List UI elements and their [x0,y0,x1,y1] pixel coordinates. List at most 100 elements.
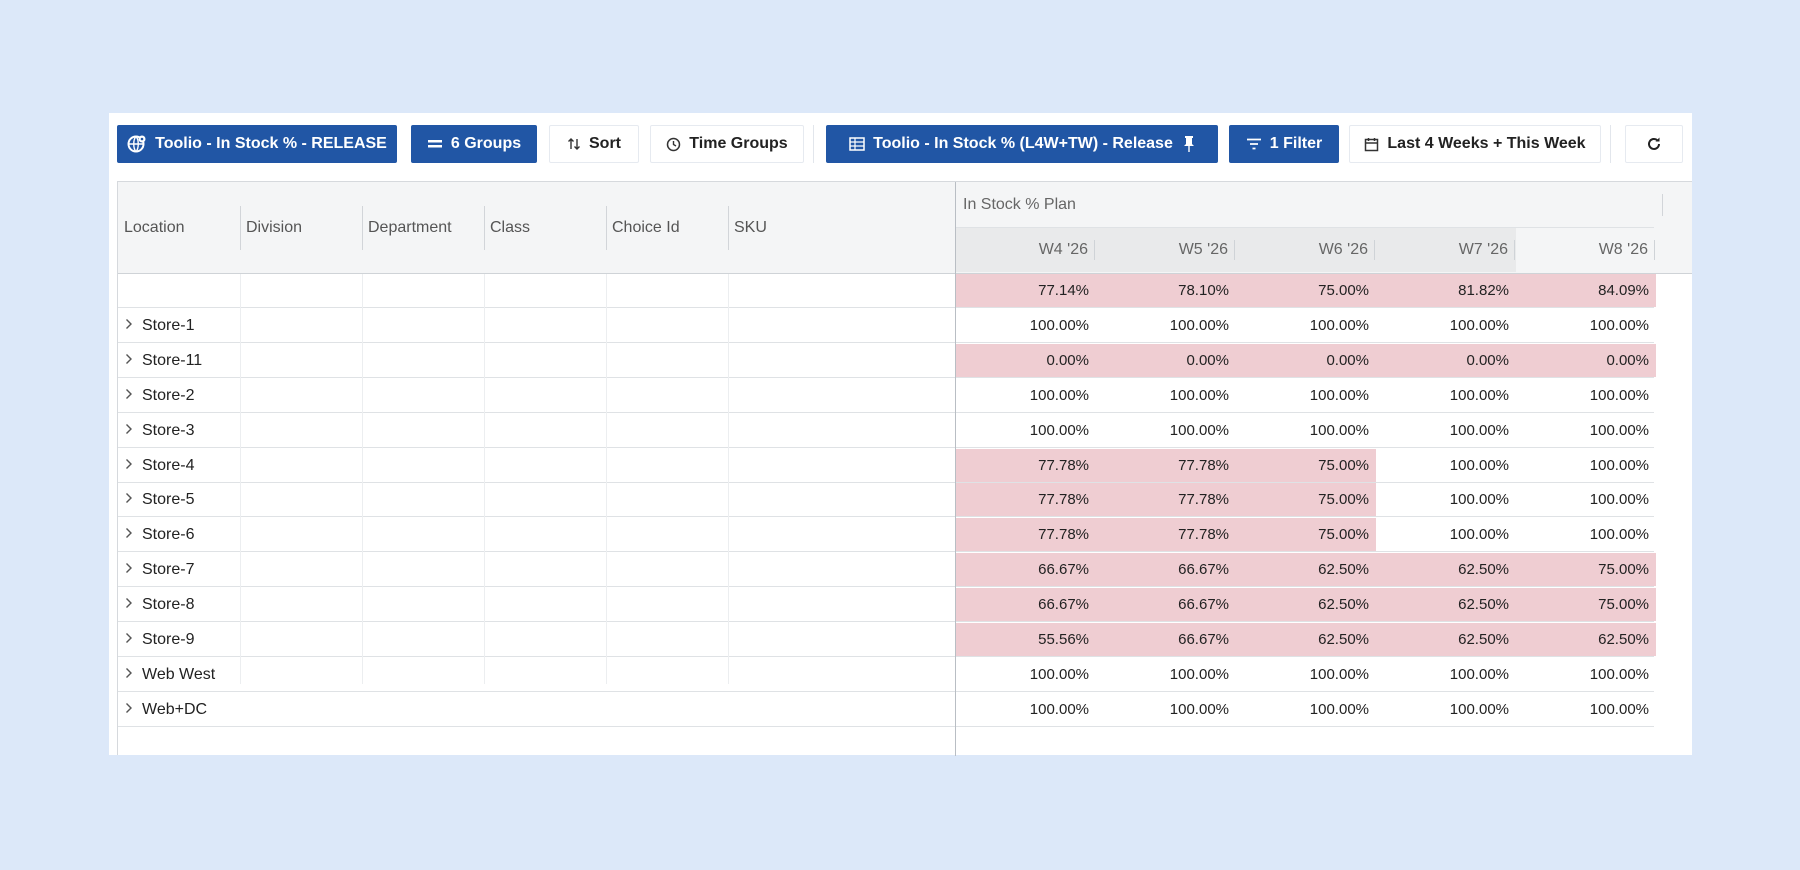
chevron-right-icon[interactable] [125,632,133,644]
row-label[interactable]: Store-3 [125,414,194,448]
value-cell[interactable]: 77.14% [956,274,1096,307]
pin-icon[interactable] [1183,135,1195,153]
value-cell[interactable]: 100.00% [1449,526,1509,544]
value-cell[interactable]: 75.00% [1236,448,1376,482]
value-cell[interactable]: 100.00% [1309,665,1369,683]
row-label[interactable]: Store-5 [125,483,194,517]
value-cell[interactable]: 66.67% [1096,588,1236,622]
column-header-division[interactable]: Division [246,219,303,236]
table-row[interactable]: Web West 100.00% 100.00% 100.00% 100.00% 100.… [118,658,1654,692]
column-header-choice-id[interactable]: Choice Id [612,219,680,236]
table-row[interactable]: Store-1 100.00% 100.00% 100.00% 100.00% 100.0… [118,309,1654,343]
chevron-right-icon[interactable] [125,423,133,435]
row-label[interactable]: Store-7 [125,553,194,587]
column-resize-handle[interactable] [1514,240,1515,260]
table-row[interactable]: Store-3 100.00% 100.00% 100.00% 100.00% 100.0… [118,414,1654,448]
sort-button[interactable]: Sort [549,125,639,163]
value-cell[interactable]: 0.00% [1236,343,1376,377]
value-cell[interactable]: 77.78% [1096,518,1236,552]
chevron-right-icon[interactable] [125,458,133,470]
value-cell[interactable]: 100.00% [1589,456,1649,474]
table-row[interactable]: Store-9 55.56% 66.67% 62.50% 62.50% 62.50% [118,623,1656,657]
column-resize-handle[interactable] [1234,240,1235,260]
value-cell[interactable]: 100.00% [1309,316,1369,334]
row-label[interactable]: Store-1 [125,309,194,343]
value-cell[interactable]: 84.09% [1516,274,1656,307]
filter-button[interactable]: 1 Filter [1229,125,1339,163]
chevron-right-icon[interactable] [125,562,133,574]
column-header-class[interactable]: Class [490,219,531,236]
value-cell[interactable]: 55.56% [956,623,1096,656]
chevron-right-icon[interactable] [125,667,133,679]
column-resize-handle[interactable] [606,206,607,250]
week-header[interactable]: W6 '26 [1236,228,1376,272]
value-cell[interactable]: 100.00% [1449,700,1509,718]
row-label[interactable]: Store-8 [125,588,194,622]
row-label[interactable]: Web West [125,658,215,692]
column-header-location[interactable]: Location [124,219,185,236]
value-cell[interactable]: 100.00% [1029,665,1089,683]
value-cell[interactable]: 100.00% [1589,386,1649,404]
value-cell[interactable]: 100.00% [1169,316,1229,334]
row-label[interactable]: Store-2 [125,379,194,413]
table-row[interactable]: Store-2 100.00% 100.00% 100.00% 100.00% 100.0… [118,379,1654,413]
value-cell[interactable]: 100.00% [1449,456,1509,474]
week-header[interactable]: W8 '26 [1516,228,1656,272]
column-resize-handle[interactable] [1654,240,1655,260]
value-cell[interactable]: 75.00% [1516,588,1656,622]
value-cell[interactable]: 100.00% [1449,665,1509,683]
table-row[interactable]: Store-11 0.00% 0.00% 0.00% 0.00% 0.00% [118,343,1656,378]
value-cell[interactable]: 100.00% [1449,491,1509,509]
value-cell[interactable]: 100.00% [1449,386,1509,404]
date-range-button[interactable]: Last 4 Weeks + This Week [1349,125,1601,163]
value-cell[interactable]: 66.67% [956,588,1096,622]
chevron-right-icon[interactable] [125,702,133,714]
table-row[interactable]: Web+DC 100.00% 100.00% 100.00% 100.00% 100.00… [118,693,1654,727]
row-label[interactable]: Store-11 [125,344,202,378]
table-row[interactable]: Store-6 77.78% 77.78% 75.00% 100.00% 100.00% [118,518,1654,553]
refresh-button[interactable] [1625,125,1683,163]
value-cell[interactable]: 100.00% [1589,316,1649,334]
value-cell[interactable]: 77.78% [956,483,1096,517]
week-header[interactable]: W5 '26 [1096,228,1236,272]
column-resize-handle[interactable] [1374,240,1375,260]
value-cell[interactable]: 77.78% [956,518,1096,552]
value-cell[interactable]: 100.00% [1449,421,1509,439]
value-cell[interactable]: 62.50% [1236,588,1376,622]
column-resize-handle[interactable] [362,206,363,250]
value-cell[interactable]: 62.50% [1376,588,1516,622]
value-cell[interactable]: 100.00% [1449,316,1509,334]
chevron-right-icon[interactable] [125,388,133,400]
value-cell[interactable]: 0.00% [1096,343,1236,377]
value-cell[interactable]: 100.00% [1309,421,1369,439]
time-groups-button[interactable]: Time Groups [650,125,804,163]
value-cell[interactable]: 0.00% [1516,343,1656,377]
value-cell[interactable]: 0.00% [1376,343,1516,377]
value-cell[interactable]: 100.00% [1589,491,1649,509]
value-cell[interactable]: 100.00% [1589,421,1649,439]
value-cell[interactable]: 75.00% [1236,483,1376,517]
value-cell[interactable]: 100.00% [1029,421,1089,439]
column-header-sku[interactable]: SKU [734,219,767,236]
value-cell[interactable]: 62.50% [1376,553,1516,587]
chevron-right-icon[interactable] [125,527,133,539]
week-header[interactable]: W7 '26 [1376,228,1516,272]
column-resize-handle[interactable] [1094,240,1095,260]
column-resize-handle[interactable] [240,206,241,250]
chevron-right-icon[interactable] [125,492,133,504]
column-resize-handle[interactable] [728,206,729,250]
value-cell[interactable]: 62.50% [1236,623,1376,656]
value-cell[interactable]: 100.00% [1029,316,1089,334]
table-row[interactable]: Store-4 77.78% 77.78% 75.00% 100.00% 100.00% [118,448,1654,483]
value-cell[interactable]: 75.00% [1236,518,1376,552]
view-selector-button[interactable]: Toolio - In Stock % - RELEASE [117,125,397,163]
value-cell[interactable]: 100.00% [1029,386,1089,404]
column-resize-handle[interactable] [1662,194,1663,216]
row-label[interactable]: Store-6 [125,518,194,552]
value-cell[interactable]: 100.00% [1169,665,1229,683]
value-cell[interactable]: 62.50% [1376,623,1516,656]
table-row[interactable]: Store-7 66.67% 66.67% 62.50% 62.50% 75.00% [118,553,1656,588]
value-cell[interactable]: 66.67% [1096,623,1236,656]
chevron-right-icon[interactable] [125,318,133,330]
value-cell[interactable]: 0.00% [956,343,1096,377]
